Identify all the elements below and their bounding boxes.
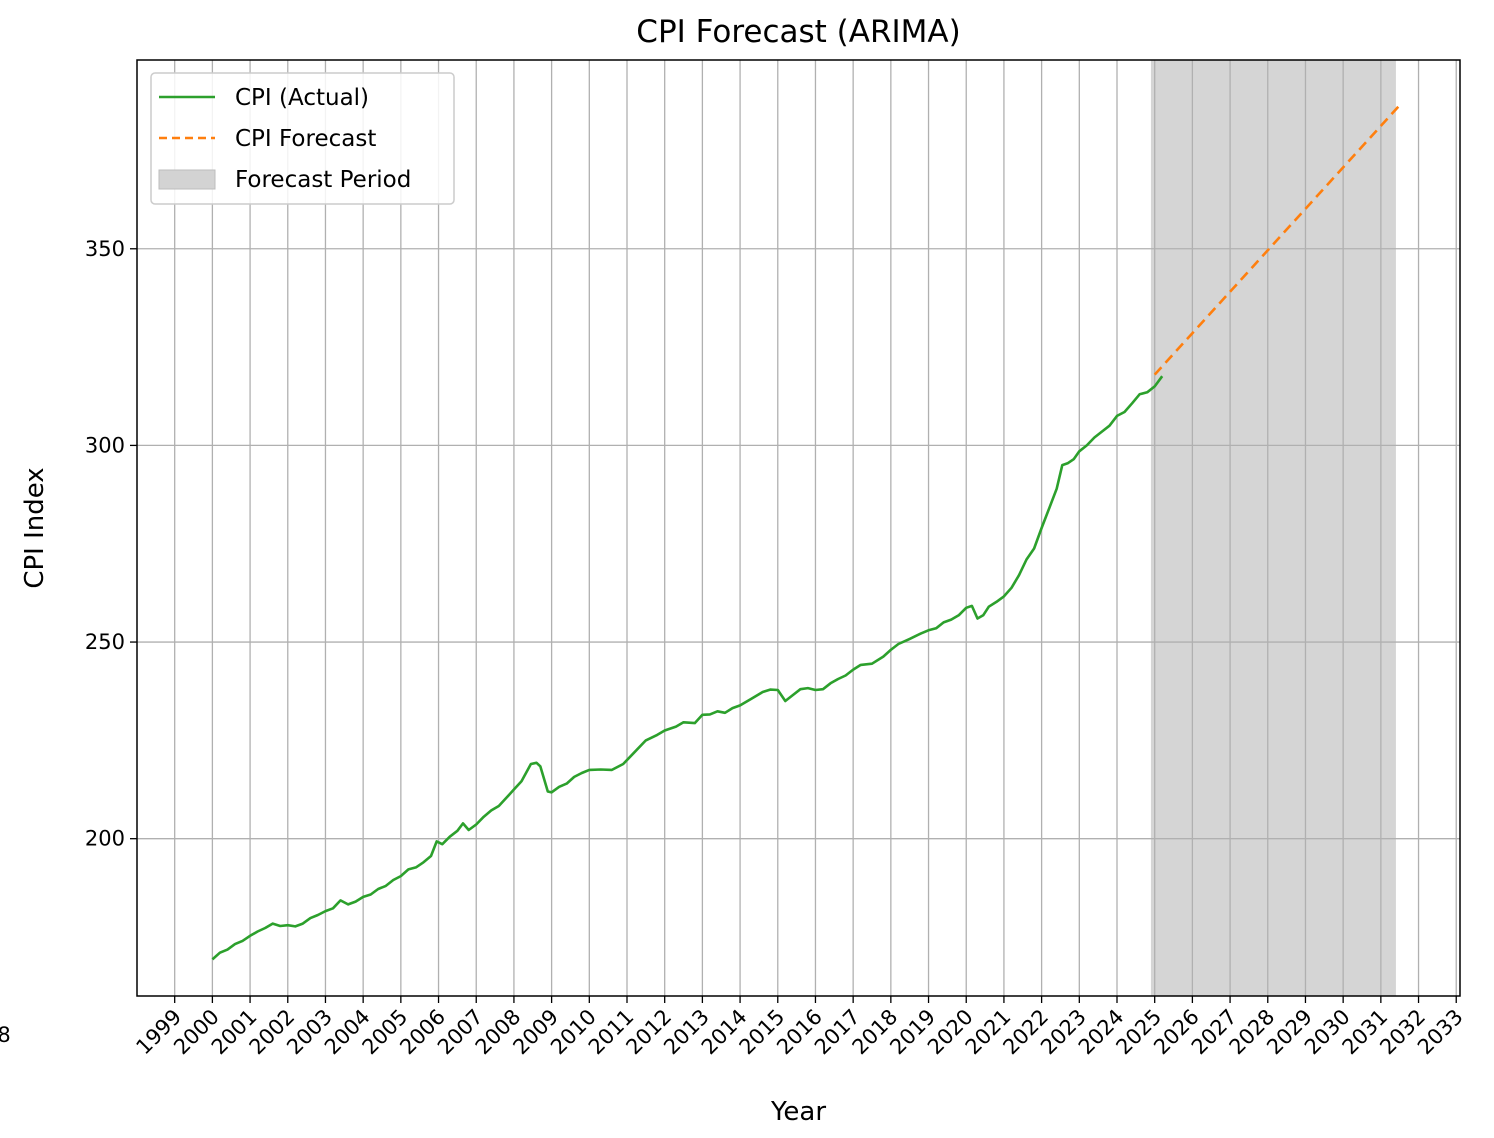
actual-series-line (211, 375, 1164, 961)
legend-label: Forecast Period (235, 167, 411, 193)
forecast-series-line (1153, 104, 1401, 376)
forecast-period-region (1150, 60, 1396, 996)
legend: CPI (Actual) CPI Forecast Forecast Period (150, 72, 455, 205)
y-axis-title: CPI Index (20, 467, 50, 588)
y-tick-label: 350 (85, 237, 125, 261)
plot-frame (136, 59, 1461, 997)
legend-swatch-patch (158, 169, 216, 190)
legend-box (150, 72, 455, 205)
legend-label: CPI (Actual) (235, 85, 369, 111)
chart-title: CPI Forecast (ARIMA) (636, 14, 960, 50)
legend-label: CPI Forecast (235, 126, 376, 152)
y-tick-label: 200 (85, 827, 125, 851)
x-axis-title: Year (770, 1097, 826, 1127)
stray-tick-label: 8 (0, 1023, 11, 1047)
shade-layer (1150, 60, 1396, 996)
grid-layer (137, 60, 1460, 996)
y-tick-label: 250 (85, 630, 125, 654)
y-tick-label: 300 (85, 433, 125, 457)
series-layer (211, 104, 1401, 961)
